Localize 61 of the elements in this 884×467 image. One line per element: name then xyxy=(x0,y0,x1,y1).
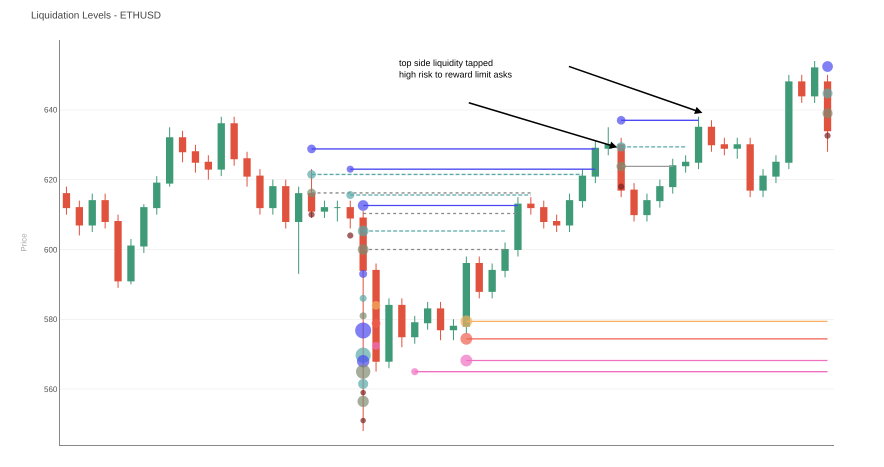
candlestick xyxy=(398,298,406,348)
candlestick xyxy=(204,154,212,180)
chart-title: Liquidation Levels - ETHUSD xyxy=(30,10,162,22)
candlestick xyxy=(127,238,135,285)
candlestick xyxy=(269,179,277,216)
candlestick xyxy=(166,126,174,188)
candlestick xyxy=(501,242,509,278)
candlestick xyxy=(798,74,806,104)
candlestick xyxy=(346,200,354,230)
candlestick xyxy=(62,186,70,216)
candlestick xyxy=(682,154,690,174)
candlestick xyxy=(734,137,741,160)
candlestick xyxy=(385,298,393,369)
candlestick xyxy=(334,200,342,222)
candlestick xyxy=(772,154,780,184)
y-tick-label: 640 xyxy=(44,106,58,115)
candlestick xyxy=(488,262,496,299)
candlestick xyxy=(476,256,483,299)
candlestick xyxy=(810,60,818,104)
candlestick xyxy=(669,158,676,194)
candlestick xyxy=(101,193,109,230)
candlestick xyxy=(436,301,444,341)
candlestick xyxy=(552,214,560,233)
candlestick xyxy=(759,168,767,198)
y-tick-label: 600 xyxy=(44,245,58,254)
candlestick xyxy=(153,176,160,216)
candlestick xyxy=(178,130,186,163)
candlestick xyxy=(192,144,200,174)
candlestick xyxy=(230,116,238,166)
candlestick xyxy=(694,116,702,170)
y-axis-title: Price xyxy=(20,232,29,252)
candlestick xyxy=(720,137,728,156)
candlestick xyxy=(746,137,754,198)
y-tick-label: 560 xyxy=(44,384,58,394)
candlestick xyxy=(320,200,328,219)
candlestick xyxy=(424,301,432,330)
candlestick xyxy=(243,151,251,188)
candlestick xyxy=(540,200,548,230)
candlestick xyxy=(592,140,600,184)
candlestick xyxy=(114,214,122,288)
candlestick xyxy=(450,318,458,341)
candlestick xyxy=(785,74,793,170)
candlestick xyxy=(514,196,522,257)
candlestick xyxy=(566,193,574,233)
candlestick xyxy=(656,179,664,208)
y-tick-label: 620 xyxy=(44,175,58,184)
candlestick xyxy=(578,168,586,208)
candlestick xyxy=(411,315,418,344)
candlestick xyxy=(708,120,716,152)
candlestick xyxy=(294,186,302,274)
candlestick xyxy=(256,168,264,216)
annotation: top side liquidity tapped high risk to reward limit asks xyxy=(399,58,513,80)
candlestick xyxy=(76,200,84,236)
candlestick xyxy=(140,204,148,254)
candlestick xyxy=(218,116,225,177)
candlestick xyxy=(643,193,651,222)
candlestick xyxy=(630,182,638,222)
y-tick-label: 580 xyxy=(44,315,58,324)
candlestick xyxy=(88,193,96,233)
candlestick xyxy=(282,179,290,230)
candlestick xyxy=(527,196,535,216)
